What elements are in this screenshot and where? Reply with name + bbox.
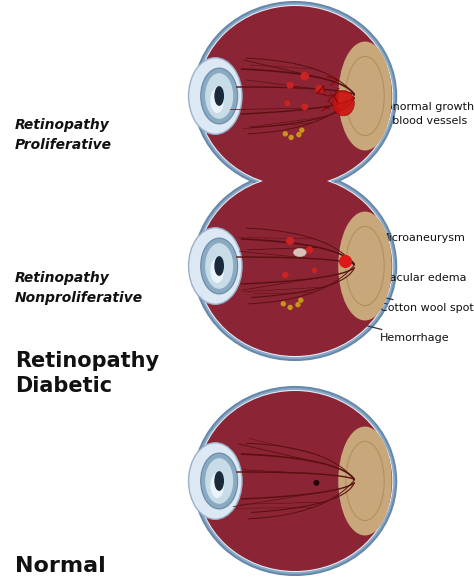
- Circle shape: [297, 132, 301, 137]
- Ellipse shape: [205, 458, 234, 505]
- Ellipse shape: [189, 58, 242, 134]
- Circle shape: [287, 237, 293, 244]
- Circle shape: [307, 247, 312, 253]
- Ellipse shape: [346, 226, 384, 306]
- Ellipse shape: [346, 56, 384, 135]
- Circle shape: [314, 481, 319, 485]
- Ellipse shape: [346, 441, 384, 520]
- Circle shape: [285, 101, 290, 105]
- Text: Diabetic: Diabetic: [15, 376, 112, 396]
- Ellipse shape: [210, 88, 224, 113]
- Ellipse shape: [338, 212, 392, 321]
- Circle shape: [301, 73, 308, 80]
- Ellipse shape: [189, 443, 242, 519]
- Ellipse shape: [197, 5, 393, 187]
- Text: Retinopathy: Retinopathy: [15, 351, 159, 371]
- Circle shape: [283, 272, 288, 278]
- Ellipse shape: [210, 258, 224, 283]
- Ellipse shape: [338, 427, 392, 536]
- Ellipse shape: [201, 453, 237, 509]
- Circle shape: [300, 128, 304, 132]
- Text: Cotton wool spots: Cotton wool spots: [306, 280, 474, 313]
- Text: Microaneurysm: Microaneurysm: [290, 224, 466, 243]
- Ellipse shape: [366, 250, 383, 282]
- Circle shape: [316, 86, 322, 92]
- Ellipse shape: [197, 390, 393, 572]
- Circle shape: [312, 268, 317, 272]
- Ellipse shape: [194, 2, 396, 190]
- Text: Nonproliferative: Nonproliferative: [15, 291, 143, 305]
- Text: Abnormal growth
of blood vessels: Abnormal growth of blood vessels: [343, 89, 474, 125]
- Ellipse shape: [338, 42, 392, 151]
- Text: Proliferative: Proliferative: [15, 138, 112, 152]
- Circle shape: [299, 298, 303, 302]
- Text: Normal: Normal: [15, 556, 106, 576]
- Ellipse shape: [214, 471, 224, 491]
- Text: Retinopathy: Retinopathy: [15, 118, 110, 132]
- Circle shape: [340, 255, 351, 267]
- Circle shape: [302, 104, 308, 110]
- Ellipse shape: [198, 6, 392, 186]
- Ellipse shape: [197, 175, 393, 357]
- Ellipse shape: [333, 91, 354, 116]
- Ellipse shape: [194, 387, 396, 575]
- Ellipse shape: [214, 256, 224, 276]
- Circle shape: [288, 305, 292, 309]
- Text: Hemorrhage: Hemorrhage: [292, 306, 450, 343]
- Ellipse shape: [205, 243, 234, 289]
- Ellipse shape: [366, 80, 383, 112]
- Circle shape: [283, 132, 287, 136]
- Circle shape: [296, 303, 300, 306]
- Ellipse shape: [210, 473, 224, 498]
- Ellipse shape: [198, 391, 392, 571]
- Ellipse shape: [293, 248, 306, 257]
- Text: Macular edema: Macular edema: [345, 264, 466, 283]
- Circle shape: [287, 82, 293, 88]
- Ellipse shape: [198, 176, 392, 356]
- Ellipse shape: [201, 68, 237, 124]
- Ellipse shape: [189, 228, 242, 304]
- Ellipse shape: [205, 73, 234, 120]
- Ellipse shape: [201, 238, 237, 294]
- Circle shape: [289, 135, 293, 139]
- Ellipse shape: [214, 86, 224, 106]
- Ellipse shape: [194, 172, 396, 360]
- Circle shape: [282, 302, 285, 306]
- Ellipse shape: [366, 465, 383, 497]
- Text: Retinopathy: Retinopathy: [15, 271, 110, 285]
